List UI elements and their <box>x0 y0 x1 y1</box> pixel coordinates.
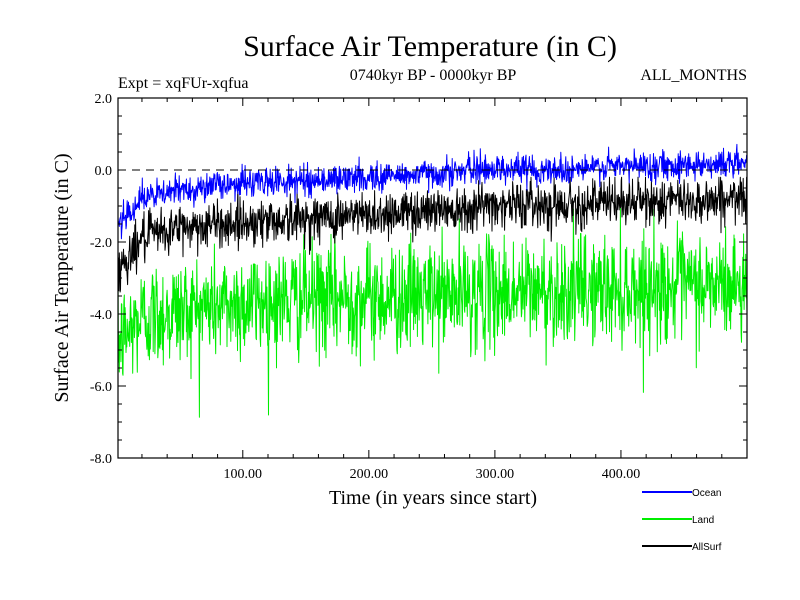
x-tick-labels: 100.00 200.00 300.00 400.00 <box>224 467 641 482</box>
series-layer <box>117 143 748 418</box>
chart-title: Surface Air Temperature (in C) <box>243 30 617 63</box>
series-line-land <box>117 207 748 418</box>
x-axis-label: Time (in years since start) <box>329 487 537 509</box>
months-label: ALL_MONTHS <box>640 67 747 84</box>
y-tick-label: -6.0 <box>90 380 112 395</box>
y-tick-label: 0.0 <box>95 164 113 179</box>
experiment-label: Expt = xqFUr-xqfua <box>118 75 248 92</box>
x-tick-label: 200.00 <box>350 467 389 482</box>
legend: Ocean Land AllSurf <box>642 488 722 553</box>
y-axis-label: Surface Air Temperature (in C) <box>51 153 73 402</box>
legend-label-ocean: Ocean <box>692 488 721 499</box>
y-tick-label: -4.0 <box>90 308 112 323</box>
y-tick-label: -8.0 <box>90 452 112 467</box>
y-tick-label: 2.0 <box>95 92 113 107</box>
y-tick-label: -2.0 <box>90 236 112 251</box>
axis-ticks <box>118 97 747 459</box>
legend-label-allsurf: AllSurf <box>692 542 722 553</box>
x-tick-label: 400.00 <box>602 467 641 482</box>
series-line-allsurf <box>117 176 748 293</box>
legend-label-land: Land <box>692 515 714 526</box>
x-tick-label: 300.00 <box>476 467 515 482</box>
series-line-ocean <box>117 143 748 240</box>
period-label: 0740kyr BP - 0000kyr BP <box>350 67 517 84</box>
x-tick-label: 100.00 <box>224 467 263 482</box>
y-tick-labels: 2.0 0.0 -2.0 -4.0 -6.0 -8.0 <box>90 92 112 467</box>
